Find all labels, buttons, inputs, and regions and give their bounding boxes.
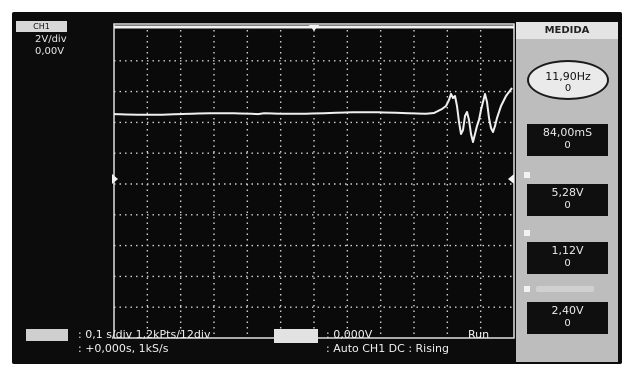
measurement-amplitude-value: 2,40V	[551, 304, 584, 317]
measurement-faint-label	[536, 286, 594, 292]
measurement-max[interactable]: 5,28V 0	[527, 184, 608, 216]
trigger-indicator[interactable]	[274, 329, 318, 343]
measurement-sidebar: MEDIDA 11,90Hz 0 84,00mS 0 5,28V 0 1,12V…	[516, 22, 618, 362]
trigger-mode: : Auto CH1 DC : Rising	[326, 342, 449, 355]
measurement-frequency[interactable]: 11,90Hz 0	[527, 60, 609, 100]
measurement-bullet	[524, 286, 530, 292]
waveform-display	[112, 22, 516, 340]
trigger-level: : 0,000V	[326, 328, 373, 341]
measurement-period[interactable]: 84,00mS 0	[527, 124, 608, 156]
measurement-period-value: 84,00mS	[542, 126, 593, 139]
waveform-trace	[113, 87, 513, 143]
measurement-bullet	[524, 172, 530, 178]
channel-offset: 0,00V	[35, 46, 65, 57]
graticule-grid	[114, 30, 514, 338]
timebase-indicator[interactable]	[26, 329, 68, 341]
channel-label[interactable]: CH1	[16, 21, 67, 32]
measurement-period-sub: 0	[564, 140, 571, 151]
measurement-min[interactable]: 1,12V 0	[527, 242, 608, 274]
measurement-amplitude-sub: 0	[564, 318, 571, 329]
measurement-amplitude[interactable]: 2,40V 0	[527, 302, 608, 334]
measurement-max-value: 5,28V	[551, 186, 584, 199]
channel-volts-per-div: 2V/div	[35, 34, 67, 45]
channel-ground-marker	[112, 174, 118, 184]
horizontal-position: : +0,000s, 1kS/s	[78, 342, 169, 355]
trigger-level-marker	[508, 174, 514, 184]
trigger-position-marker	[309, 25, 319, 31]
measurement-min-sub: 0	[564, 258, 571, 269]
measurement-max-sub: 0	[564, 200, 571, 211]
measurement-frequency-sub: 0	[564, 83, 572, 94]
measurement-bullet	[524, 230, 530, 236]
measurement-min-value: 1,12V	[551, 244, 584, 257]
measurement-frequency-value: 11,90Hz	[545, 70, 591, 83]
timebase-setting: : 0,1 s/div 1,2kPts/12div	[78, 328, 211, 341]
run-state: Run	[468, 328, 490, 341]
measurement-title: MEDIDA	[516, 22, 618, 39]
